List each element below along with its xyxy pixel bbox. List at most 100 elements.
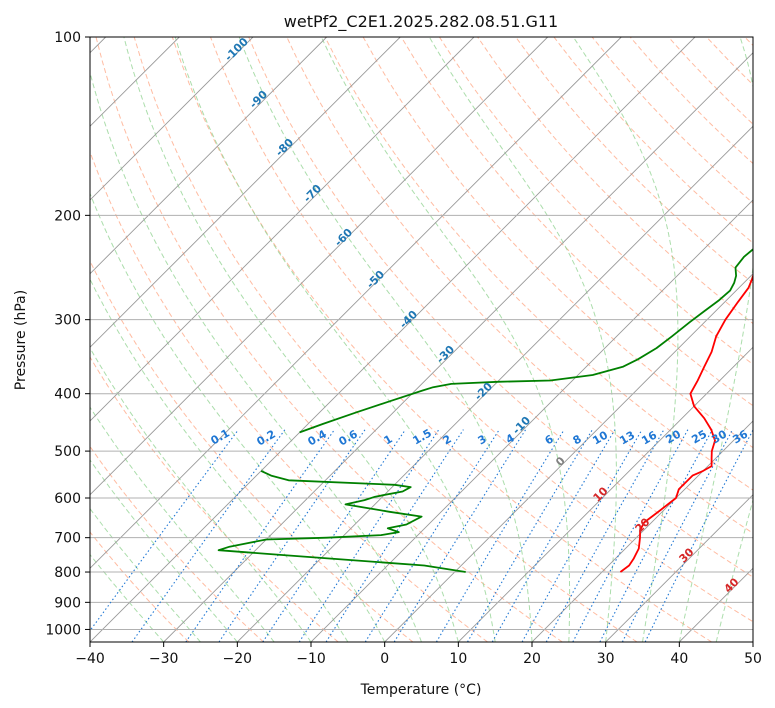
mixing-ratio-label: 0.2 <box>255 427 278 448</box>
x-tick-label: −30 <box>149 651 179 667</box>
moist-adiabat <box>174 37 496 642</box>
moist-adiabat <box>90 70 422 642</box>
x-tick-label: −10 <box>296 651 326 667</box>
y-tick-label: 400 <box>54 387 81 403</box>
mixing-ratio-line <box>364 429 500 642</box>
moist-adiabat <box>320 37 571 642</box>
moist-adiabat <box>123 37 459 642</box>
y-tick-label: 800 <box>54 565 81 581</box>
dry-adiabat <box>95 37 563 642</box>
dry-adiabats <box>90 37 753 642</box>
dewpoint-profile-line <box>217 470 466 573</box>
dry-adiabat <box>400 37 753 407</box>
x-tick-label: −20 <box>223 651 253 667</box>
isotherm <box>678 567 753 642</box>
mixing-ratio-label: 1.5 <box>411 426 434 447</box>
plot-frame <box>89 36 754 643</box>
dry-adiabat <box>515 37 753 284</box>
y-tick-label: 1000 <box>45 622 81 638</box>
dry-adiabat <box>210 37 753 623</box>
x-axis-label: Temperature (°C) <box>360 682 482 698</box>
moist-adiabat <box>90 278 349 642</box>
x-tick-label: 20 <box>523 651 541 667</box>
mixing-ratio-label: 16 <box>639 428 659 447</box>
dry-adiabat-label: -70 <box>301 182 324 205</box>
dry-adiabat-label: -40 <box>397 308 420 331</box>
dry-adiabat-label: -30 <box>434 343 457 366</box>
mixing-ratio-line <box>572 429 689 642</box>
dry-adiabat <box>90 356 339 642</box>
isotherm <box>310 199 753 642</box>
dry-adiabat <box>248 37 753 578</box>
mixing-ratio-line <box>218 429 366 642</box>
mixing-ratio-line <box>621 429 734 642</box>
temperature-profile-line <box>619 272 753 573</box>
moist-adiabat-label: 40 <box>722 575 742 595</box>
y-tick-label: 300 <box>54 313 81 329</box>
isotherm <box>236 125 753 642</box>
mixing-ratio-line <box>644 429 753 642</box>
y-axis-ticks: 100 200 300 400 500 600 700 800 900 1000 <box>45 30 90 638</box>
mixing-ratio-line <box>521 429 643 642</box>
dewpoint-profile-line <box>299 248 753 434</box>
dry-adiabat-label: -90 <box>247 88 270 111</box>
mixing-ratio-label: 0.6 <box>337 427 361 448</box>
chart-title: wetPf2_C2E1.2025.282.08.51.G11 <box>284 12 558 32</box>
dry-adiabat <box>90 445 264 642</box>
dry-adiabat <box>324 37 753 491</box>
dry-adiabat <box>90 259 414 642</box>
mixing-ratio-line <box>393 429 527 642</box>
dry-adiabat-label: -50 <box>364 268 387 291</box>
dry-adiabat-label: -60 <box>332 226 355 249</box>
x-tick-label: −40 <box>75 651 105 667</box>
isotherms <box>90 37 753 642</box>
isotherm <box>90 37 622 569</box>
isotherm <box>531 420 753 642</box>
moist-adiabat <box>90 507 201 642</box>
moist-adiabat <box>90 347 312 642</box>
moist-adiabat <box>572 37 679 642</box>
x-tick-label: 50 <box>744 651 762 667</box>
y-tick-label: 600 <box>54 491 81 507</box>
isotherm <box>457 346 753 642</box>
dry-adiabat <box>133 37 638 642</box>
moist-adiabat <box>90 406 275 642</box>
y-tick-label: 900 <box>54 595 81 611</box>
isotherm <box>90 37 549 496</box>
mixing-ratio-label: 10 <box>590 428 610 447</box>
dry-adiabat-label: -80 <box>273 136 296 159</box>
mixing-ratio-label: 2 <box>441 432 454 447</box>
isotherm <box>90 37 328 275</box>
dry-adiabat <box>438 37 753 366</box>
dry-adiabat <box>744 37 753 47</box>
moist-adiabat <box>238 37 533 642</box>
mixing-ratio-line <box>545 429 665 642</box>
line-labels: 0.1 0.2 0.4 0.6 1 1.5 2 3 4 6 8 10 13 16 20 25 30 3601020… <box>209 35 751 596</box>
isotherm <box>90 37 475 422</box>
moist-adiabat-label: 10 <box>591 484 611 504</box>
isotherm <box>90 37 696 642</box>
moist-adiabats <box>90 37 753 642</box>
x-tick-label: 10 <box>449 651 467 667</box>
mixing-ratio-line <box>435 429 565 642</box>
moist-adiabat <box>428 37 617 642</box>
moist-adiabat <box>90 459 238 642</box>
dry-adiabat <box>90 150 488 642</box>
dry-adiabat <box>706 37 753 86</box>
dry-adiabat-label: -100 <box>222 35 251 64</box>
pressure-gridlines <box>90 37 753 630</box>
mixing-ratio-line <box>491 429 616 642</box>
plot-area <box>90 37 753 642</box>
y-tick-label: 700 <box>54 531 81 547</box>
mixing-ratio-line <box>599 429 713 642</box>
mixing-ratio-line <box>90 429 239 632</box>
mixing-ratio-lines <box>90 429 753 642</box>
x-tick-label: 40 <box>670 651 688 667</box>
moist-adiabat <box>90 192 386 642</box>
y-tick-label: 200 <box>54 208 81 224</box>
mixing-ratio-line <box>325 429 464 642</box>
mixing-ratio-line <box>131 429 286 642</box>
isotherm <box>605 494 753 642</box>
isotherm <box>90 37 254 201</box>
